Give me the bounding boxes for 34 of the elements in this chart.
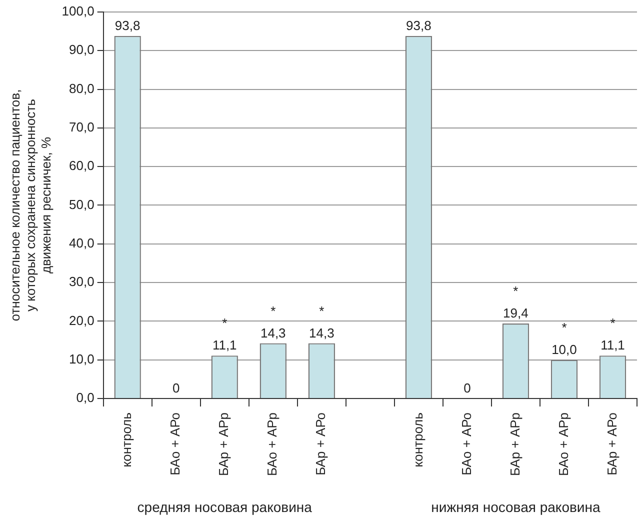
y-axis-title: относительное количество пациентов, у которых сохранена синхронность движения ресничек, % bbox=[7, 89, 54, 322]
x-tick-label: БАо + АРо bbox=[168, 412, 183, 476]
x-tick-label: БАр + АРо bbox=[313, 412, 328, 476]
x-tick-label: БАр + АРо bbox=[604, 412, 620, 476]
data-label: 0 bbox=[172, 380, 180, 396]
y-tick-label: 0,0 bbox=[76, 390, 94, 406]
y-tick-label: 40,0 bbox=[69, 235, 94, 250]
text: нижняя носовая раковина bbox=[431, 498, 600, 515]
data-label: * 14,3 bbox=[308, 303, 334, 340]
y-tick-label: 100,0 bbox=[62, 4, 94, 19]
y-tick-label: 70,0 bbox=[69, 120, 94, 135]
x-tick-label: БАр + АРр bbox=[216, 412, 232, 476]
y-tick-label: 20,0 bbox=[69, 312, 94, 328]
x-tick-label: БАо + АРр bbox=[556, 412, 571, 476]
y-tick-label: 60,0 bbox=[69, 158, 94, 174]
y-tick-label: 90,0 bbox=[69, 42, 94, 58]
x-tick-label: БАо + АРо bbox=[458, 412, 474, 476]
data-label: * 14,3 bbox=[260, 303, 286, 340]
text: средняя носовая раковина bbox=[137, 498, 312, 515]
x-tick-label: контроль bbox=[410, 412, 426, 468]
data-label: * 10,0 bbox=[552, 320, 577, 357]
y-tick-label: 30,0 bbox=[69, 274, 94, 290]
data-label: 93,8 bbox=[114, 18, 140, 34]
data-label: 0 bbox=[464, 380, 471, 396]
data-label: 93,8 bbox=[406, 18, 432, 34]
data-label: * 11,1 bbox=[212, 316, 237, 353]
x-tick-label: БАо + АРр bbox=[264, 412, 280, 476]
data-label: * 11,1 bbox=[600, 316, 625, 353]
x-tick-label: контроль bbox=[119, 412, 134, 468]
data-label: * 19,4 bbox=[503, 284, 528, 321]
x-tick-label: БАр + АРр bbox=[507, 412, 522, 476]
y-tick-label: 80,0 bbox=[69, 80, 94, 96]
y-tick-label: 10,0 bbox=[69, 351, 94, 366]
y-tick-label: 50,0 bbox=[69, 196, 94, 212]
